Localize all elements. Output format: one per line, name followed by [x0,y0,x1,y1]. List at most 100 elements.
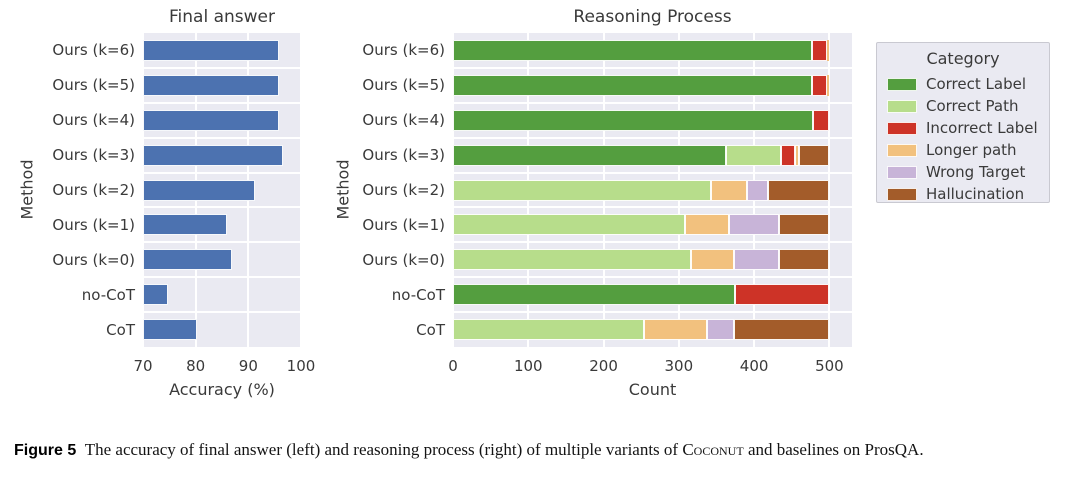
bar-segment [453,109,813,131]
legend-label: Longer path [926,141,1017,159]
legend-items: Correct Label Correct Path Incorrect Label… [877,73,1049,205]
bar-segment [725,144,782,166]
x-tick-label: 100 [513,357,543,375]
gridline [453,136,852,139]
gridline [453,276,852,279]
legend-label: Correct Path [926,97,1019,115]
right-chart-xlabel: Count [628,380,677,399]
y-tick-label: Ours (k=4) [362,111,445,130]
bar-segment [453,144,726,166]
legend-item-correct-path: Correct Path [877,95,1049,117]
bar [143,319,198,341]
gridline [143,241,301,244]
legend-swatch [887,99,917,113]
gridline [453,206,852,209]
y-tick-label: Ours (k=4) [52,111,135,130]
y-tick-label: Ours (k=5) [52,76,135,95]
y-tick-label: Ours (k=1) [362,215,445,234]
gridline [453,311,852,314]
final-answer-plot-area [142,33,302,347]
axis-ticks-layer: Ours (k=6) Ours (k=5) Ours (k=4) Ours (k=3)… [52,41,844,375]
bar-segment [827,74,830,96]
bar-segment [827,39,830,61]
x-tick-label: 200 [589,357,618,375]
y-tick-label: Ours (k=6) [52,41,135,60]
bar-segment [711,179,747,201]
x-tick-label: 300 [664,357,694,375]
x-tick-label: 0 [448,357,458,375]
bar-segment [812,39,828,61]
bar-segment [453,249,691,271]
figure-caption: Figure 5 The accuracy of final answer (l… [14,438,1067,462]
reasoning-process-plot-area [452,33,852,347]
y-tick-label: Ours (k=2) [52,181,135,199]
bar [143,214,227,236]
y-tick-label: no-CoT [391,285,445,304]
bar-segment [768,179,830,201]
y-tick-label: Ours (k=0) [362,250,445,269]
bar-segment [733,319,830,341]
gridline [453,171,852,174]
gridline [828,33,831,347]
gridline [453,101,852,104]
x-tick-label: 70 [133,357,153,375]
legend-item-wrong-target: Wrong Target [877,161,1049,183]
bar-segment [799,144,830,166]
bar-segment [453,284,735,306]
legend-swatch [887,77,917,91]
bar [143,39,280,61]
x-tick-label: 500 [815,357,844,375]
x-tick-label: 100 [286,357,316,375]
bar-segment [812,109,830,131]
bar [143,144,283,166]
legend-title: Category [926,49,1000,68]
y-tick-label: Ours (k=1) [52,215,135,234]
y-tick-label: Ours (k=6) [362,41,445,60]
gridline [300,33,302,347]
legend-item-incorrect-label: Incorrect Label [877,117,1049,139]
legend: Category Correct Label Correct Path Incorr… [876,42,1050,203]
bar [143,74,280,96]
bar-segment [690,249,734,271]
gridline [143,206,301,209]
gridline [143,136,301,139]
y-tick-label: Ours (k=5) [362,76,445,95]
legend-item-hallucination: Hallucination [877,183,1049,205]
bar-segment [453,179,712,201]
gridline [143,101,301,104]
bar-segment [453,39,813,61]
gridline [143,171,301,174]
gridline [453,241,852,244]
gridline [143,276,301,279]
bar-segment [812,74,828,96]
y-tick-label: Ours (k=2) [362,181,445,199]
legend-label: Wrong Target [926,163,1026,181]
x-tick-label: 90 [238,357,258,375]
legend-item-correct-label: Correct Label [877,73,1049,95]
bar-segment [453,214,685,236]
x-tick-label: 80 [186,357,206,375]
bar-segment [729,214,779,236]
bar-segment [644,319,707,341]
legend-label: Incorrect Label [926,119,1038,137]
bar-segment [746,179,769,201]
bar-segment [778,214,830,236]
legend-swatch [887,187,917,201]
bar [143,249,232,271]
legend-swatch [887,143,917,157]
gridline [143,66,301,69]
y-tick-label: Ours (k=0) [52,250,135,269]
bar [143,179,256,201]
left-chart-title: Final answer [169,7,275,27]
y-tick-label: CoT [416,320,445,339]
bar-segment [794,144,800,166]
gridline [143,311,301,314]
bar-segment [453,74,813,96]
caption-coconut: Coconut [682,440,744,459]
bar-segment [453,319,645,341]
bar-segment [778,249,830,271]
bar-segment [733,249,779,271]
x-tick-label: 400 [739,357,769,375]
y-tick-label: Ours (k=3) [362,146,445,165]
